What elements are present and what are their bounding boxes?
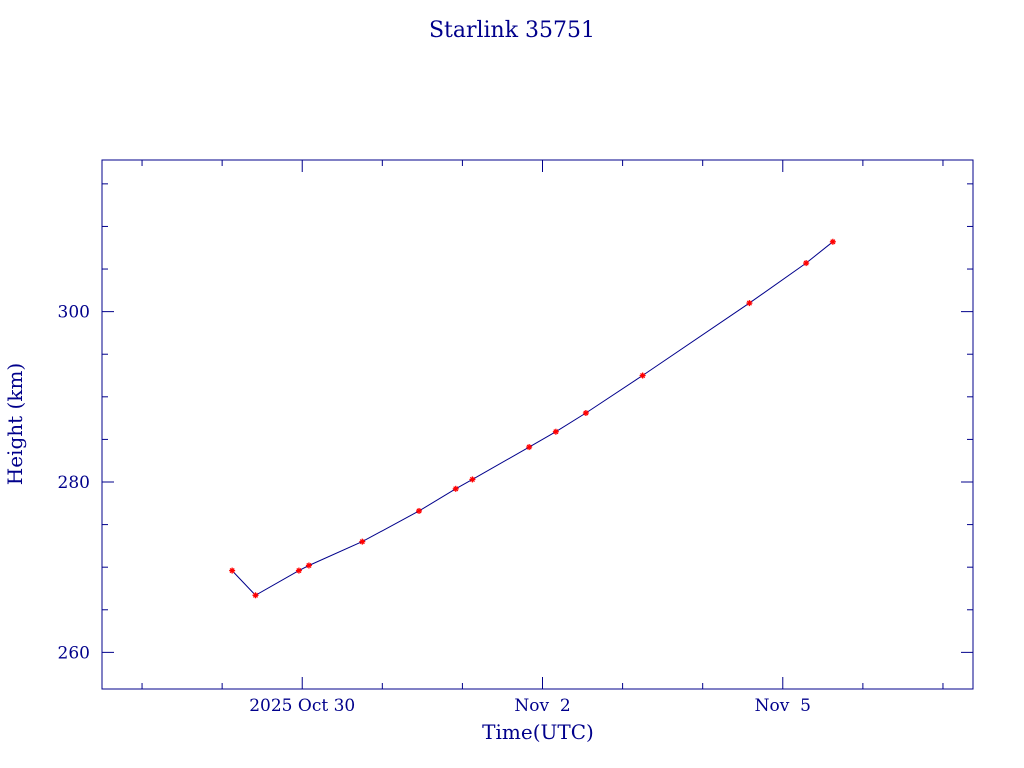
- data-point-stroke: [526, 444, 532, 450]
- x-tick-label: Nov 2: [514, 696, 570, 716]
- data-point: [452, 485, 459, 492]
- x-axis-label: Time(UTC): [482, 720, 594, 744]
- data-point-stroke: [416, 508, 422, 514]
- y-tick-label: 280: [58, 473, 90, 493]
- data-point-stroke: [469, 476, 475, 483]
- data-point-stroke: [583, 410, 589, 416]
- data-point: [305, 562, 312, 569]
- data-point-stroke: [803, 260, 809, 266]
- data-point-stroke: [453, 486, 459, 492]
- data-point: [295, 567, 302, 574]
- data-point-stroke: [306, 562, 312, 569]
- data-point: [252, 592, 259, 599]
- data-point-stroke: [746, 300, 752, 306]
- data-point: [803, 260, 810, 267]
- data-point-stroke: [640, 372, 646, 379]
- data-point-stroke: [553, 429, 559, 435]
- data-point: [639, 372, 646, 379]
- data-series: [229, 238, 836, 599]
- data-point-stroke: [359, 539, 365, 545]
- data-point: [526, 444, 533, 451]
- y-axis-label: Height (km): [3, 363, 27, 485]
- data-point: [359, 538, 366, 545]
- data-point-stroke: [252, 592, 259, 598]
- y-tick-label: 260: [58, 643, 90, 663]
- chart-title: Starlink 35751: [429, 18, 595, 43]
- plot-axes: [101, 159, 974, 690]
- data-point: [582, 410, 589, 416]
- data-point-stroke: [229, 568, 235, 574]
- plot-frame: [101, 159, 974, 690]
- axis-ticks: 260 280 300 2025 Oct 30 Nov 2 Nov 5: [58, 160, 973, 716]
- y-tick-label: 300: [58, 303, 90, 323]
- data-point: [552, 428, 559, 435]
- data-point: [416, 507, 423, 514]
- x-tick-label: Nov 5: [755, 696, 811, 716]
- data-point-stroke: [830, 239, 836, 245]
- x-tick-label: 2025 Oct 30: [249, 696, 355, 716]
- data-point: [829, 238, 836, 245]
- data-point: [469, 476, 476, 483]
- data-point: [746, 300, 753, 307]
- data-point: [229, 567, 236, 574]
- data-point-stroke: [296, 568, 302, 574]
